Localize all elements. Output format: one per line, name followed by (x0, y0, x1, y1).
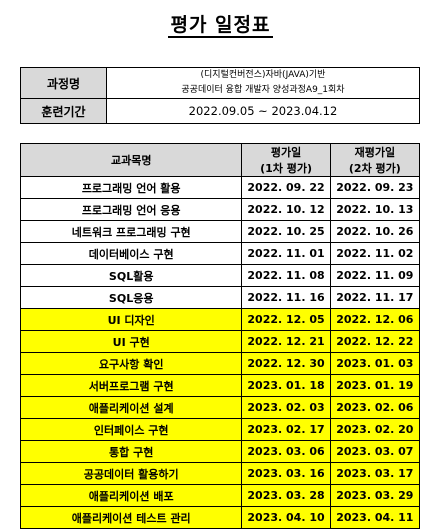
reeval-date-cell: 2023. 02. 06 (330, 397, 419, 419)
reeval-date-cell: 2022. 11. 02 (330, 243, 419, 265)
subject-cell: 인터페이스 구현 (21, 419, 242, 441)
eval-date-cell: 2022. 12. 05 (242, 309, 330, 331)
eval-date-cell: 2023. 02. 17 (242, 419, 330, 441)
table-row: 프로그래밍 언어 응용 2022. 10. 12 2022. 10. 13 (21, 199, 420, 221)
reeval-date-cell: 2022. 11. 09 (330, 265, 419, 287)
subject-cell: 프로그래밍 언어 활용 (21, 177, 242, 199)
subject-cell: UI 디자인 (21, 309, 242, 331)
reeval-date-cell: 2022. 10. 26 (330, 221, 419, 243)
subject-cell: 프로그래밍 언어 응용 (21, 199, 242, 221)
reeval-date-cell: 2023. 01. 03 (330, 353, 419, 375)
reeval-date-cell: 2022. 11. 17 (330, 287, 419, 309)
subject-cell: SQL활용 (21, 265, 242, 287)
subject-header: 교과목명 (21, 144, 242, 177)
eval-date-cell: 2022. 11. 16 (242, 287, 330, 309)
subject-cell: 애플리케이션 테스트 관리 (21, 507, 242, 529)
reeval-date-cell: 2022. 09. 23 (330, 177, 419, 199)
course-row: 과정명 (디지털컨버전스)자바(JAVA)기반 공공데이터 융합 개발자 양성과… (21, 68, 420, 99)
eval-header-line1: 평가일 (242, 144, 330, 161)
eval-date-cell: 2023. 03. 28 (242, 485, 330, 507)
page-title-text: 평가 일정표 (168, 14, 272, 38)
subject-cell: UI 구현 (21, 331, 242, 353)
reeval-date-cell: 2022. 10. 13 (330, 199, 419, 221)
period-value: 2022.09.05 ~ 2023.04.12 (107, 99, 420, 124)
subject-cell: 애플리케이션 배포 (21, 485, 242, 507)
eval-date-cell: 2022. 09. 22 (242, 177, 330, 199)
eval-date-cell: 2022. 12. 30 (242, 353, 330, 375)
eval-date-cell: 2023. 03. 06 (242, 441, 330, 463)
reeval-header-line1: 재평가일 (330, 144, 419, 161)
reeval-header-line2: (2차 평가) (330, 160, 419, 177)
table-row: 공공데이터 활용하기 2023. 03. 16 2023. 03. 17 (21, 463, 420, 485)
period-label: 훈련기간 (21, 99, 107, 124)
schedule-table: 교과목명 평가일 재평가일 (1차 평가) (2차 평가) 프로그래밍 언어 활… (20, 143, 420, 529)
table-row: SQL응용 2022. 11. 16 2022. 11. 17 (21, 287, 420, 309)
subject-cell: 네트워크 프로그래밍 구현 (21, 221, 242, 243)
eval-date-cell: 2022. 11. 01 (242, 243, 330, 265)
reeval-date-cell: 2023. 03. 29 (330, 485, 419, 507)
reeval-date-cell: 2022. 12. 22 (330, 331, 419, 353)
page-title: 평가 일정표 (0, 10, 441, 37)
table-row: 요구사항 확인 2022. 12. 30 2023. 01. 03 (21, 353, 420, 375)
eval-header-line2: (1차 평가) (242, 160, 330, 177)
course-line2: 공공데이터 융합 개발자 양성과정A9_1회차 (107, 83, 419, 98)
eval-date-cell: 2022. 11. 08 (242, 265, 330, 287)
period-row: 훈련기간 2022.09.05 ~ 2023.04.12 (21, 99, 420, 124)
reeval-date-cell: 2023. 03. 17 (330, 463, 419, 485)
reeval-date-cell: 2023. 01. 19 (330, 375, 419, 397)
table-row: UI 디자인 2022. 12. 05 2022. 12. 06 (21, 309, 420, 331)
eval-date-cell: 2023. 02. 03 (242, 397, 330, 419)
reeval-date-cell: 2023. 04. 11 (330, 507, 419, 529)
table-row: 서버프로그램 구현 2023. 01. 18 2023. 01. 19 (21, 375, 420, 397)
course-info-table: 과정명 (디지털컨버전스)자바(JAVA)기반 공공데이터 융합 개발자 양성과… (20, 67, 420, 124)
reeval-date-cell: 2022. 12. 06 (330, 309, 419, 331)
table-row: 인터페이스 구현 2023. 02. 17 2023. 02. 20 (21, 419, 420, 441)
table-row: 네트워크 프로그래밍 구현 2022. 10. 25 2022. 10. 26 (21, 221, 420, 243)
eval-date-cell: 2023. 03. 16 (242, 463, 330, 485)
subject-cell: 통합 구현 (21, 441, 242, 463)
eval-date-cell: 2023. 01. 18 (242, 375, 330, 397)
subject-cell: 애플리케이션 설계 (21, 397, 242, 419)
subject-cell: 공공데이터 활용하기 (21, 463, 242, 485)
reeval-date-cell: 2023. 02. 20 (330, 419, 419, 441)
course-label: 과정명 (21, 68, 107, 99)
course-line1: (디지털컨버전스)자바(JAVA)기반 (107, 68, 419, 83)
eval-date-cell: 2022. 10. 12 (242, 199, 330, 221)
table-row: 애플리케이션 설계 2023. 02. 03 2023. 02. 06 (21, 397, 420, 419)
subject-cell: 요구사항 확인 (21, 353, 242, 375)
table-row: 프로그래밍 언어 활용 2022. 09. 22 2022. 09. 23 (21, 177, 420, 199)
subject-cell: 서버프로그램 구현 (21, 375, 242, 397)
schedule-header-row: 교과목명 평가일 재평가일 (21, 144, 420, 161)
table-row: 통합 구현 2023. 03. 06 2023. 03. 07 (21, 441, 420, 463)
eval-date-cell: 2022. 10. 25 (242, 221, 330, 243)
schedule-body: 프로그래밍 언어 활용 2022. 09. 22 2022. 09. 23 프로그래밍… (21, 177, 420, 529)
table-row: SQL활용 2022. 11. 08 2022. 11. 09 (21, 265, 420, 287)
table-row: 애플리케이션 테스트 관리 2023. 04. 10 2023. 04. 11 (21, 507, 420, 529)
eval-date-cell: 2023. 04. 10 (242, 507, 330, 529)
table-row: UI 구현 2022. 12. 21 2022. 12. 22 (21, 331, 420, 353)
course-value: (디지털컨버전스)자바(JAVA)기반 공공데이터 융합 개발자 양성과정A9_… (107, 68, 420, 99)
table-row: 애플리케이션 배포 2023. 03. 28 2023. 03. 29 (21, 485, 420, 507)
eval-date-cell: 2022. 12. 21 (242, 331, 330, 353)
reeval-date-cell: 2023. 03. 07 (330, 441, 419, 463)
subject-cell: SQL응용 (21, 287, 242, 309)
subject-cell: 데이터베이스 구현 (21, 243, 242, 265)
table-row: 데이터베이스 구현 2022. 11. 01 2022. 11. 02 (21, 243, 420, 265)
